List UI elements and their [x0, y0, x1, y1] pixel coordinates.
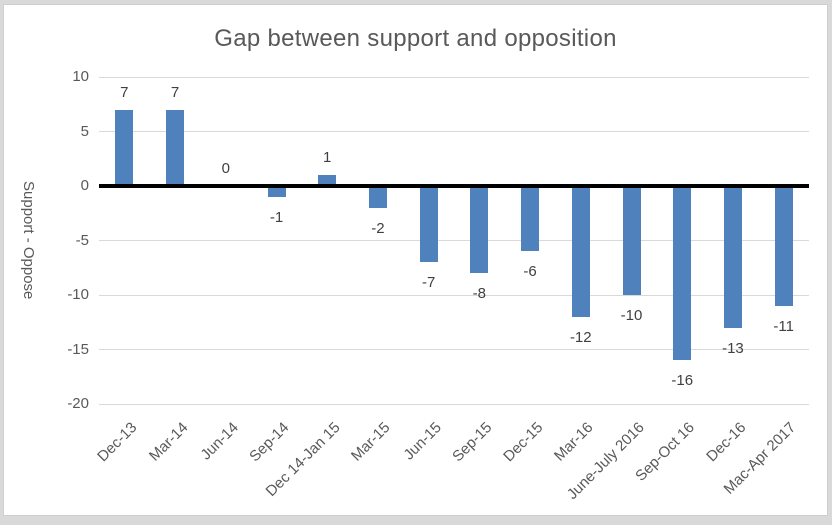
x-axis-tick-label: Mar-14: [145, 419, 192, 465]
bar: [368, 186, 387, 208]
bar-value-label: 0: [221, 160, 230, 177]
bar-value-label: -7: [421, 274, 436, 292]
bar-value-label: -16: [671, 372, 694, 390]
bar: [115, 109, 134, 186]
bar-value-label: 7: [120, 83, 129, 101]
y-axis-tick-label: 10: [72, 68, 89, 85]
bar-value-label: -8: [472, 285, 487, 303]
y-axis-tick-label: -20: [67, 395, 89, 412]
gridline: [99, 240, 809, 241]
bar: [723, 186, 742, 328]
zero-axis-line: [99, 184, 809, 188]
gridline: [99, 349, 809, 350]
x-axis-tick-label: Jun-14: [197, 419, 242, 464]
bar-value-label: -1: [269, 208, 284, 226]
bar-value-label: -12: [569, 328, 592, 346]
x-axis-tick-label: Dec-16: [702, 419, 749, 466]
bar: [166, 109, 185, 186]
bar: [622, 186, 641, 295]
x-axis-tick-label: Mar-15: [348, 419, 394, 465]
x-axis-tick-label: Mar-16: [551, 419, 597, 465]
x-axis-tick-label: Sep-15: [449, 419, 496, 466]
gridline: [99, 131, 809, 132]
bar-value-label: 7: [170, 83, 180, 101]
bar-value-label: 1: [323, 149, 332, 167]
bar-value-label: -11: [773, 317, 794, 335]
bar: [267, 186, 286, 197]
y-axis-tick-label: -5: [75, 231, 89, 249]
bar: [318, 175, 337, 186]
x-axis-tick-label: Sep-14: [246, 419, 293, 466]
y-axis-tick-label: -10: [67, 286, 89, 303]
bar: [470, 186, 489, 274]
y-axis-tick-label: -15: [67, 340, 89, 358]
y-axis-title: Support - Oppose: [20, 181, 37, 300]
gridline: [99, 403, 809, 405]
x-axis-tick-label: Jun-15: [400, 419, 445, 464]
chart-title: Gap between support and opposition: [214, 25, 617, 52]
bar: [521, 186, 540, 252]
y-axis-tick-label: 5: [80, 122, 89, 140]
gridline: [99, 76, 809, 78]
bar-value-label: -6: [523, 263, 537, 281]
bar-value-label: -13: [722, 339, 744, 357]
bar-value-label: -2: [371, 219, 385, 237]
chart-frame: Gap between support and opposition Suppo…: [3, 4, 828, 516]
bar: [419, 186, 438, 263]
y-axis-tick-label: 0: [80, 177, 89, 194]
gridline: [99, 294, 809, 296]
x-axis-tick-label: Dec-13: [94, 419, 141, 466]
bar: [774, 186, 793, 306]
bar: [571, 186, 590, 317]
x-axis-tick-label: Dec-15: [499, 419, 547, 466]
bar-value-label: -10: [620, 307, 643, 324]
bar: [673, 186, 692, 361]
